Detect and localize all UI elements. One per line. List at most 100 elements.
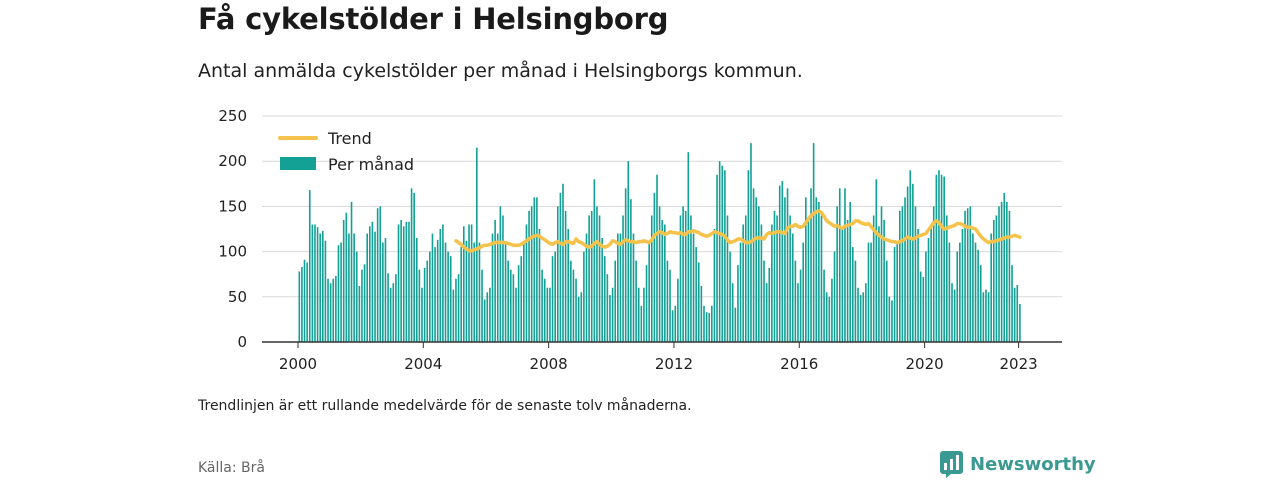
bar: [590, 210, 593, 342]
bar: [734, 307, 737, 342]
bar: [773, 210, 776, 342]
bar: [460, 247, 462, 342]
bar: [543, 278, 546, 342]
bar: [807, 219, 810, 342]
bar: [987, 292, 990, 342]
bar: [301, 266, 303, 342]
bar: [966, 208, 969, 342]
bar: [985, 289, 987, 342]
bar: [737, 265, 739, 342]
bar: [885, 260, 888, 342]
bar: [865, 283, 867, 342]
bar: [959, 242, 961, 342]
bar: [836, 206, 838, 342]
bar: [436, 239, 439, 342]
bar: [990, 233, 992, 342]
bar: [303, 259, 306, 342]
bar: [564, 210, 567, 342]
bar: [345, 212, 348, 342]
bar: [538, 229, 541, 342]
bar: [880, 206, 883, 342]
bar: [562, 183, 564, 342]
bar: [575, 278, 577, 342]
newsworthy-brand[interactable]: Newsworthy: [940, 451, 1096, 478]
bar: [729, 251, 731, 342]
bar: [499, 206, 502, 342]
bar: [794, 260, 797, 342]
bar: [904, 197, 906, 342]
bar: [935, 174, 938, 342]
bar: [927, 238, 930, 342]
bar: [512, 274, 515, 342]
bar: [919, 271, 922, 342]
x-tick-label: 2012: [655, 355, 693, 373]
bar: [478, 242, 481, 342]
bar: [841, 229, 844, 342]
bar: [554, 251, 556, 342]
y-tick-label: 100: [218, 243, 247, 261]
bar: [964, 210, 966, 342]
legend-bars-label: Per månad: [328, 155, 414, 174]
bar: [650, 215, 653, 342]
bar: [350, 201, 353, 342]
bar: [598, 215, 601, 342]
bar: [752, 188, 755, 342]
bar: [376, 208, 379, 342]
bar: [844, 188, 846, 342]
bar: [374, 231, 376, 342]
bar: [945, 215, 948, 342]
bar: [1008, 210, 1011, 342]
bar: [476, 147, 478, 342]
bar: [664, 224, 666, 342]
bar: [888, 296, 891, 342]
x-tick-label: 2008: [530, 355, 568, 373]
bar: [791, 233, 794, 342]
bar: [690, 215, 692, 342]
bar: [914, 206, 917, 342]
newsworthy-logo-icon: [940, 451, 963, 478]
bar: [948, 242, 951, 342]
bar: [306, 262, 308, 342]
bar: [974, 242, 977, 342]
y-tick-label: 50: [228, 288, 247, 306]
bar: [298, 271, 301, 342]
bar: [400, 219, 402, 342]
bar: [635, 260, 637, 342]
bar: [358, 285, 361, 342]
bar: [765, 283, 768, 342]
bar: [951, 283, 953, 342]
bar: [922, 276, 925, 342]
legend: Trend Per månad: [278, 129, 414, 174]
bar: [1013, 287, 1016, 342]
bar: [517, 265, 520, 342]
bar: [530, 206, 533, 342]
bar: [648, 242, 650, 342]
bar: [434, 247, 436, 342]
bar: [617, 233, 619, 342]
bar: [747, 170, 750, 342]
bar: [831, 278, 833, 342]
bar: [630, 199, 632, 342]
bar: [606, 274, 609, 342]
bar: [744, 215, 747, 342]
bar: [627, 161, 630, 342]
bar: [452, 289, 455, 342]
bar: [387, 273, 389, 342]
bar: [410, 188, 413, 342]
bar: [695, 247, 697, 342]
bar: [977, 249, 979, 342]
bar: [603, 256, 606, 342]
bar: [449, 256, 452, 342]
bar: [818, 201, 820, 342]
bar: [308, 190, 311, 342]
bar: [896, 242, 898, 342]
legend-bars-swatch: [280, 157, 316, 170]
bar: [781, 181, 784, 342]
bar: [872, 215, 875, 342]
bar: [327, 278, 329, 342]
bar: [700, 285, 703, 342]
bar: [426, 260, 429, 342]
bar: [559, 192, 562, 342]
bar: [917, 229, 919, 342]
bar: [483, 299, 486, 342]
